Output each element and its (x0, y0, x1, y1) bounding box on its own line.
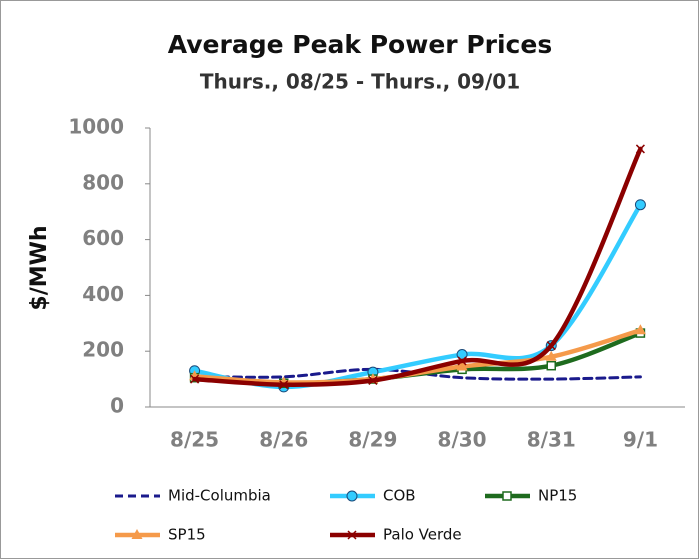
legend-marker (347, 530, 357, 540)
x-tick-label: 8/30 (438, 428, 487, 452)
point-marker (546, 341, 556, 351)
y-tick-label: 1000 (68, 115, 124, 139)
point-marker (635, 144, 645, 154)
legend-marker (131, 529, 143, 539)
point-marker (545, 350, 557, 361)
point-marker (190, 374, 200, 384)
y-tick-label: 200 (82, 338, 124, 362)
x-tick-label: 8/29 (348, 428, 397, 452)
y-tick-label: 400 (82, 282, 124, 306)
y-tick-label: 0 (110, 394, 124, 418)
x-tick-label: 8/26 (259, 428, 308, 452)
point-marker (634, 199, 646, 211)
chart-subtitle: Thurs., 08/25 - Thurs., 09/01 (200, 70, 520, 94)
x-tick-label: 8/31 (527, 428, 576, 452)
point-marker (634, 324, 646, 335)
legend-label: COB (383, 487, 416, 505)
point-marker (546, 360, 556, 371)
x-tick-label: 9/1 (623, 428, 658, 452)
y-tick-label: 800 (82, 170, 124, 194)
legend-label: Palo Verde (383, 526, 462, 544)
legend-label: SP15 (168, 526, 206, 544)
point-marker (457, 356, 467, 366)
legend-marker (346, 490, 358, 502)
x-tick-label: 8/25 (170, 428, 219, 452)
chart-title: Average Peak Power Prices (168, 30, 552, 59)
point-marker (456, 360, 468, 371)
legend-marker (502, 491, 512, 501)
legend-label: NP15 (538, 487, 577, 505)
y-axis-label: $/MWh (27, 225, 52, 310)
y-tick-label: 600 (82, 226, 124, 250)
point-marker (368, 375, 378, 386)
legend-label: Mid-Columbia (168, 487, 271, 505)
point-marker (279, 380, 289, 390)
